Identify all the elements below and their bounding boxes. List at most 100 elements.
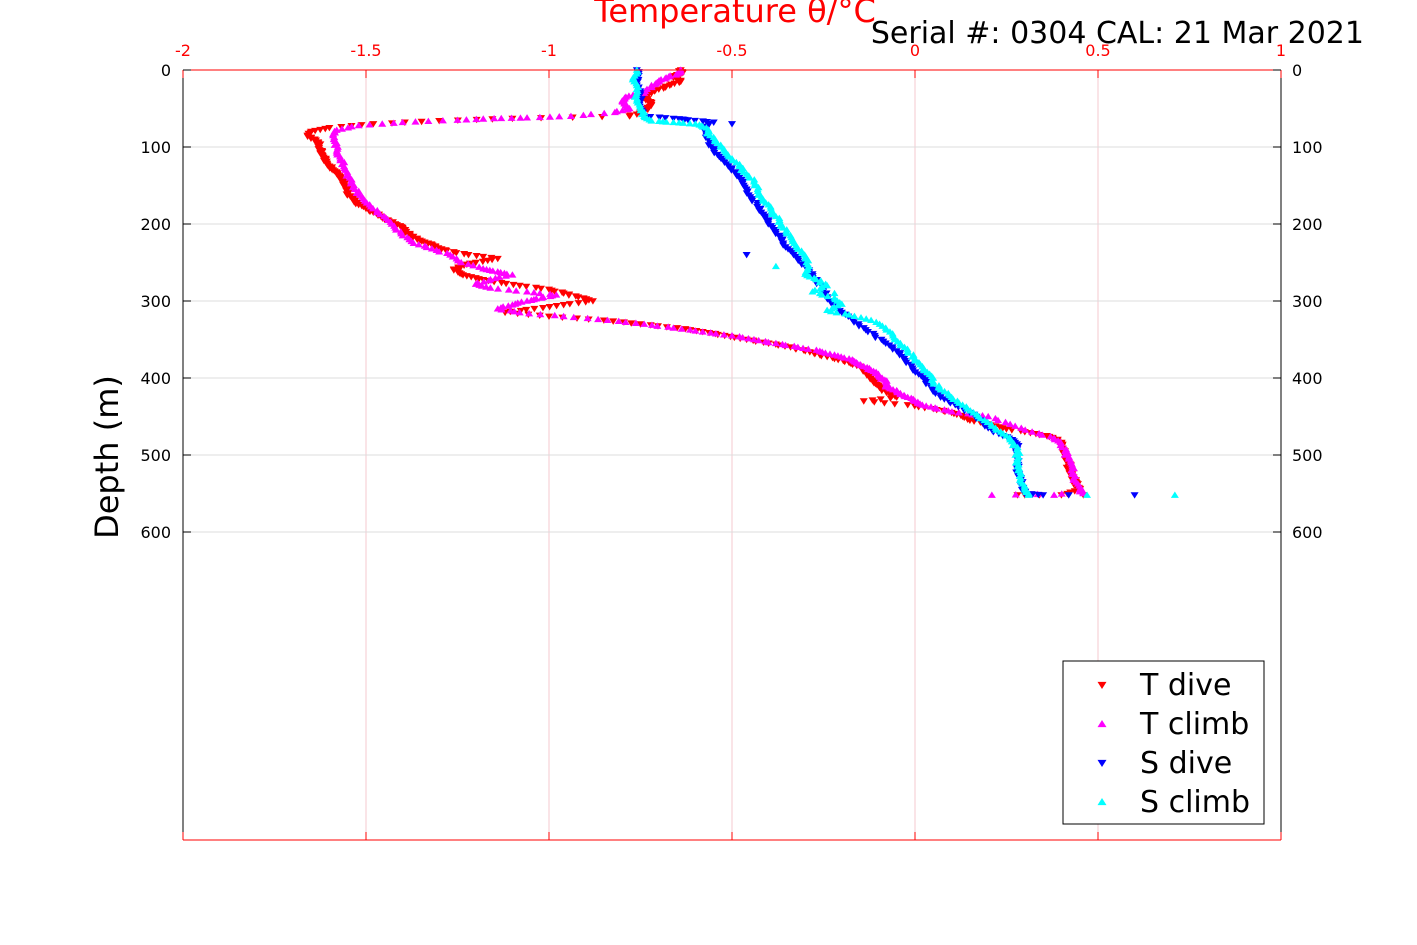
data-point bbox=[753, 203, 762, 211]
data-point bbox=[859, 398, 868, 405]
data-point bbox=[673, 325, 682, 332]
legend-label: S climb bbox=[1140, 785, 1250, 820]
y-tick-label-left: 600 bbox=[140, 523, 171, 542]
data-point bbox=[932, 405, 941, 412]
x-tick-label: 1 bbox=[1276, 41, 1286, 60]
data-point bbox=[484, 276, 493, 284]
data-point bbox=[1021, 426, 1030, 433]
data-point bbox=[1001, 418, 1010, 426]
data-point bbox=[728, 332, 736, 339]
y-tick-label-left: 0 bbox=[161, 61, 171, 80]
data-point bbox=[435, 118, 444, 125]
y-tick-label-right: 400 bbox=[1292, 369, 1323, 388]
y-tick-label-right: 600 bbox=[1292, 523, 1323, 542]
data-point bbox=[793, 343, 802, 350]
data-point bbox=[976, 414, 985, 422]
data-point bbox=[1050, 491, 1059, 498]
data-point bbox=[727, 167, 736, 174]
legend-item: S dive bbox=[1097, 746, 1232, 781]
data-point bbox=[646, 113, 655, 121]
data-point bbox=[748, 198, 757, 205]
data-point bbox=[653, 322, 662, 329]
data-point bbox=[472, 252, 481, 260]
data-point bbox=[832, 308, 841, 316]
data-point bbox=[530, 288, 539, 296]
data-point bbox=[559, 302, 568, 309]
data-point bbox=[845, 311, 854, 318]
data-point bbox=[647, 321, 656, 328]
data-point bbox=[522, 283, 531, 291]
data-point bbox=[550, 311, 559, 319]
data-point bbox=[545, 303, 554, 311]
data-point bbox=[691, 327, 700, 334]
data-point bbox=[427, 245, 436, 252]
data-point bbox=[805, 273, 814, 280]
data-point bbox=[464, 252, 473, 259]
data-point bbox=[871, 334, 880, 342]
data-point bbox=[502, 280, 511, 288]
data-point bbox=[1060, 451, 1069, 458]
data-point bbox=[378, 120, 387, 127]
data-point bbox=[579, 111, 588, 119]
legend: T dive T climb S dive S climb bbox=[1062, 660, 1265, 825]
data-point bbox=[389, 119, 398, 126]
data-point bbox=[614, 317, 623, 325]
data-point bbox=[398, 118, 407, 126]
data-point bbox=[698, 328, 707, 335]
data-point bbox=[867, 316, 876, 324]
data-point bbox=[799, 344, 808, 351]
data-point bbox=[1008, 441, 1017, 449]
data-point bbox=[816, 285, 825, 292]
data-point bbox=[411, 118, 420, 125]
data-point bbox=[515, 308, 524, 316]
data-point bbox=[771, 262, 780, 270]
data-point bbox=[636, 321, 645, 328]
data-point bbox=[618, 106, 627, 114]
data-point bbox=[1064, 492, 1073, 499]
data-point bbox=[710, 149, 719, 157]
data-point bbox=[808, 288, 817, 295]
data-point bbox=[536, 310, 545, 318]
data-point bbox=[603, 316, 612, 324]
y-tick-label-left: 300 bbox=[140, 292, 171, 311]
data-point bbox=[516, 114, 525, 121]
data-point bbox=[1170, 491, 1179, 498]
legend-label: S dive bbox=[1140, 746, 1232, 781]
data-point bbox=[494, 285, 503, 292]
data-point bbox=[497, 306, 506, 313]
data-point bbox=[1015, 449, 1024, 456]
data-point bbox=[392, 226, 401, 233]
data-point bbox=[550, 288, 559, 295]
data-point bbox=[594, 315, 603, 323]
x-tick-label: -2 bbox=[175, 41, 191, 60]
data-point bbox=[422, 243, 431, 251]
data-point bbox=[823, 282, 832, 289]
data-point bbox=[512, 287, 521, 294]
data-point bbox=[566, 112, 575, 119]
data-point bbox=[911, 357, 920, 364]
data-point bbox=[365, 121, 374, 128]
data-point bbox=[854, 323, 863, 330]
data-point bbox=[569, 313, 578, 321]
data-point bbox=[417, 118, 426, 126]
data-point bbox=[647, 117, 656, 124]
x-tick-label: -1.5 bbox=[350, 41, 381, 60]
y-tick-label-left: 400 bbox=[140, 369, 171, 388]
data-point bbox=[515, 282, 524, 290]
data-point bbox=[849, 319, 858, 326]
data-point bbox=[825, 350, 834, 357]
data-point bbox=[711, 330, 720, 337]
data-point bbox=[904, 349, 913, 356]
data-point bbox=[609, 318, 618, 325]
data-point bbox=[535, 113, 544, 121]
y-tick-label-left: 100 bbox=[140, 138, 171, 157]
y-tick-label-right: 200 bbox=[1292, 215, 1323, 234]
data-point bbox=[435, 248, 444, 255]
data-point bbox=[1028, 428, 1037, 435]
data-point bbox=[684, 117, 693, 124]
y-tick-label-left: 200 bbox=[140, 215, 171, 234]
data-point bbox=[840, 354, 849, 361]
data-point bbox=[623, 105, 632, 113]
legend-marker bbox=[1097, 797, 1107, 806]
